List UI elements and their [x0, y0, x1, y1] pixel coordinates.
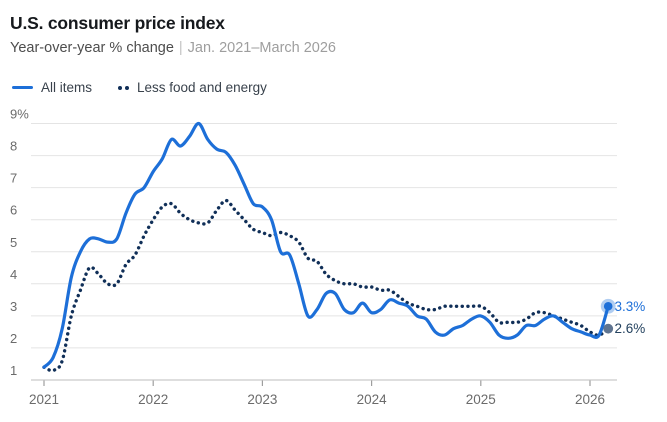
- y-axis-label: 8: [10, 139, 17, 154]
- chart-title: U.S. consumer price index: [10, 13, 225, 33]
- less-food-energy-end-label: 2.6%: [615, 321, 646, 336]
- x-axis-label: 2025: [466, 392, 496, 407]
- all-items-end-marker: [603, 301, 613, 311]
- subtitle-measure: Year-over-year % change: [10, 40, 174, 56]
- y-axis-label: 7: [10, 171, 17, 186]
- y-axis-label: 2: [10, 331, 17, 346]
- x-axis-label: 2024: [357, 392, 388, 407]
- subtitle-date-range: Jan. 2021–March 2026: [187, 40, 336, 56]
- legend-item-less-food-energy: Less food and energy: [118, 80, 267, 95]
- less-food-energy-end-marker: [603, 323, 614, 334]
- all-items-end-label: 3.3%: [615, 299, 646, 314]
- chart-subtitle: Year-over-year % change | Jan. 2021–March …: [10, 40, 336, 56]
- less-food-energy-line: [42, 198, 610, 373]
- legend-label-all-items: All items: [41, 80, 93, 95]
- legend-label-less-food-energy: Less food and energy: [137, 80, 267, 95]
- subtitle-separator: |: [178, 40, 183, 56]
- y-axis-label: 6: [10, 203, 17, 218]
- x-axis-label: 2022: [138, 392, 168, 407]
- x-axis-label: 2021: [29, 392, 59, 407]
- all-items-line: [42, 121, 610, 369]
- x-axis-label: 2026: [575, 392, 605, 407]
- legend: All items Less food and energy: [12, 80, 267, 95]
- y-axis-label: 9%: [10, 107, 29, 122]
- less-food-energy-dots-swatch: [118, 85, 130, 90]
- y-axis-label: 5: [10, 235, 17, 250]
- legend-item-all-items: All items: [12, 80, 92, 95]
- x-axis-label: 2023: [247, 392, 277, 407]
- all-items-line-swatch: [12, 85, 33, 90]
- y-axis-label: 3: [10, 299, 17, 314]
- y-axis-label: 1: [10, 363, 17, 378]
- y-axis-label: 4: [10, 267, 17, 282]
